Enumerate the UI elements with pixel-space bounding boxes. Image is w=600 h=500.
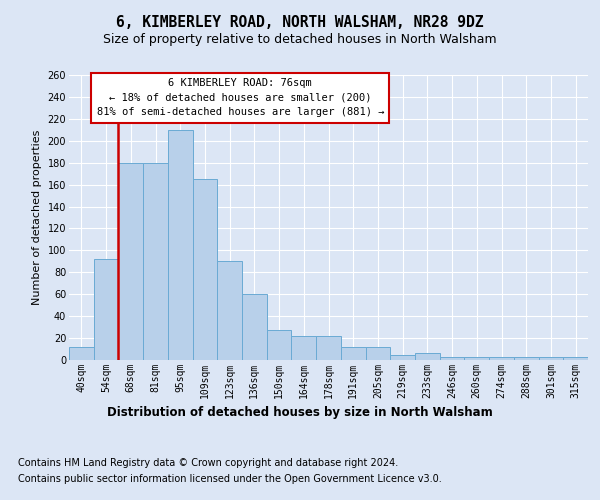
Bar xyxy=(292,336,316,360)
Text: Size of property relative to detached houses in North Walsham: Size of property relative to detached ho… xyxy=(103,34,497,46)
Bar xyxy=(489,356,514,360)
Text: Contains HM Land Registry data © Crown copyright and database right 2024.: Contains HM Land Registry data © Crown c… xyxy=(18,458,398,468)
Bar xyxy=(365,347,390,360)
Text: Contains public sector information licensed under the Open Government Licence v3: Contains public sector information licen… xyxy=(18,474,442,484)
Bar xyxy=(415,354,440,360)
Bar xyxy=(563,356,588,360)
Text: Distribution of detached houses by size in North Walsham: Distribution of detached houses by size … xyxy=(107,406,493,419)
Bar xyxy=(168,130,193,360)
Bar xyxy=(242,294,267,360)
Bar xyxy=(94,259,118,360)
Bar xyxy=(440,356,464,360)
Text: 6 KIMBERLEY ROAD: 76sqm
← 18% of detached houses are smaller (200)
81% of semi-d: 6 KIMBERLEY ROAD: 76sqm ← 18% of detache… xyxy=(97,78,384,118)
Bar xyxy=(143,162,168,360)
Bar xyxy=(464,356,489,360)
Bar xyxy=(390,354,415,360)
Bar xyxy=(217,262,242,360)
Bar xyxy=(316,336,341,360)
Text: 6, KIMBERLEY ROAD, NORTH WALSHAM, NR28 9DZ: 6, KIMBERLEY ROAD, NORTH WALSHAM, NR28 9… xyxy=(116,15,484,30)
Bar xyxy=(267,330,292,360)
Bar xyxy=(341,347,365,360)
Y-axis label: Number of detached properties: Number of detached properties xyxy=(32,130,42,305)
Bar xyxy=(69,347,94,360)
Bar xyxy=(118,162,143,360)
Bar xyxy=(193,179,217,360)
Bar xyxy=(539,356,563,360)
Bar xyxy=(514,356,539,360)
